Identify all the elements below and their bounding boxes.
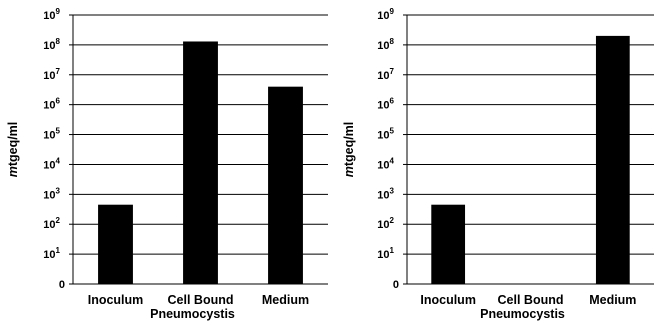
- y-tick-label: 104: [43, 156, 60, 171]
- y-tick-label: 106: [377, 97, 394, 112]
- y-tick-label: 108: [377, 37, 394, 52]
- y-tick-label: 107: [377, 67, 394, 82]
- y-tick-label: 105: [377, 127, 394, 142]
- x-category-label: Cell Bound: [498, 293, 564, 307]
- y-tick-label: 107: [43, 67, 60, 82]
- y-axis-title: mtgeq/ml: [6, 122, 20, 178]
- bar-medium: [268, 86, 303, 285]
- x-category-label: Cell Bound: [168, 293, 234, 307]
- y-tick-label: 101: [43, 246, 60, 261]
- y-tick-label: 103: [43, 186, 60, 201]
- y-tick-label: 109: [43, 7, 60, 22]
- y-axis-title: mtgeq/ml: [342, 122, 356, 178]
- y-tick-label: 105: [43, 127, 60, 142]
- x-category-label: Medium: [262, 293, 309, 307]
- y-tick-label: 102: [43, 216, 60, 231]
- y-tick-label: 0: [393, 279, 399, 291]
- y-tick-label: 0: [59, 279, 65, 291]
- y-tick-label: 106: [43, 97, 60, 112]
- x-category-label: Inoculum: [88, 293, 144, 307]
- x-category-label: Medium: [589, 293, 636, 307]
- y-tick-label: 102: [377, 216, 394, 231]
- chart-panel-2: 0 101 102 103 104 105 106 107 108 109 Inoculum Cell…: [342, 7, 654, 321]
- bar-medium: [595, 35, 630, 285]
- y-tick-label: 101: [377, 246, 394, 261]
- x-axis-title: Pneumocystis: [150, 307, 235, 321]
- y-tick-label: 109: [377, 7, 394, 22]
- x-axis-title: Pneumocystis: [480, 307, 565, 321]
- bar-inoculum: [98, 204, 133, 284]
- y-tick-label: 103: [377, 186, 394, 201]
- chart-panel-1: 0 101 102 103 104 105 106 107 108 109 Inoculum Cell…: [6, 7, 328, 321]
- x-category-label: Inoculum: [420, 293, 476, 307]
- bar-cell-bound: [183, 41, 218, 285]
- y-tick-label: 108: [43, 37, 60, 52]
- bar-inoculum: [431, 204, 466, 284]
- y-tick-label: 104: [377, 156, 394, 171]
